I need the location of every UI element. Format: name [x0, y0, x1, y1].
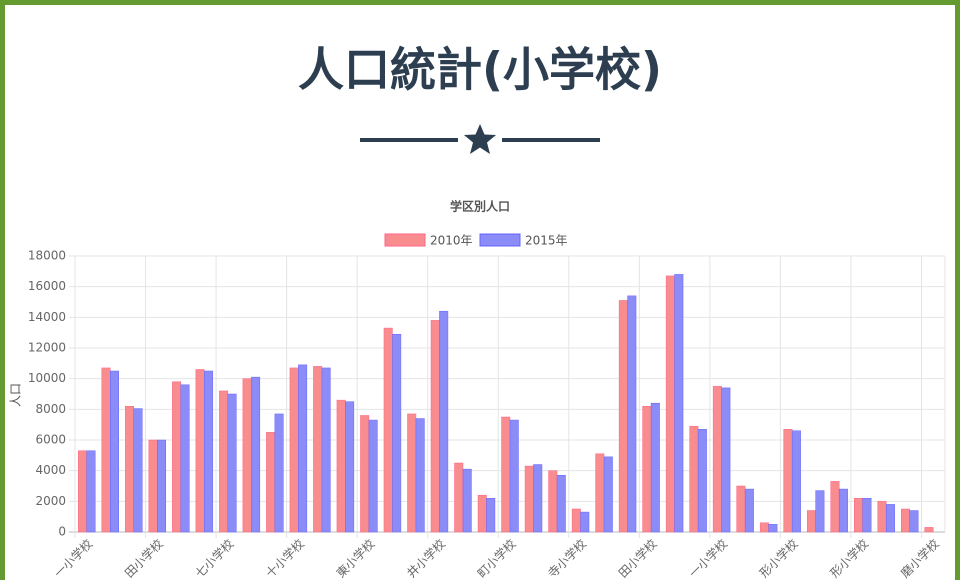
bar — [838, 488, 848, 533]
bar — [110, 370, 119, 533]
bar — [298, 364, 308, 533]
bar — [650, 402, 660, 533]
bar — [486, 498, 496, 533]
bar — [768, 524, 778, 533]
bar — [227, 393, 237, 533]
bar — [721, 387, 731, 533]
bar — [674, 274, 684, 533]
y-tick-label: 8000 — [35, 402, 66, 416]
bar — [689, 425, 699, 533]
bar — [274, 413, 284, 533]
bar — [627, 295, 637, 533]
y-tick-label: 2000 — [35, 494, 66, 508]
bar — [251, 376, 261, 533]
bar — [744, 488, 754, 533]
bar — [454, 462, 464, 533]
bar — [125, 406, 135, 533]
y-tick-label: 6000 — [35, 433, 66, 447]
bar — [580, 511, 590, 533]
bar — [595, 453, 605, 533]
bar — [806, 510, 816, 533]
bar — [501, 416, 511, 533]
bar — [618, 300, 628, 533]
divider — [360, 124, 600, 154]
bar — [759, 522, 769, 533]
bar — [571, 508, 581, 533]
bar — [556, 475, 566, 533]
bar — [901, 508, 910, 533]
bar — [242, 378, 252, 533]
bar — [642, 406, 652, 533]
bar — [204, 370, 214, 533]
bar — [924, 527, 934, 533]
bar — [407, 413, 417, 533]
y-tick-label: 4000 — [35, 463, 66, 477]
legend-label: 2015年 — [525, 234, 568, 248]
bar — [477, 494, 487, 533]
bar — [195, 369, 205, 533]
legend-swatch — [384, 233, 426, 247]
bar — [266, 432, 276, 533]
bar — [885, 504, 895, 533]
bar — [430, 320, 440, 533]
bar — [533, 464, 543, 533]
y-tick-label: 10000 — [28, 371, 66, 385]
bar — [321, 367, 331, 533]
bar — [86, 450, 96, 533]
bar — [791, 430, 801, 533]
bar — [815, 490, 825, 533]
bar — [133, 408, 143, 533]
bar — [336, 399, 346, 533]
bar — [853, 498, 863, 533]
bar — [462, 468, 472, 533]
bar — [219, 390, 229, 533]
y-tick-label: 16000 — [28, 279, 66, 293]
bar — [415, 418, 425, 533]
y-tick-label: 14000 — [28, 310, 66, 324]
legend-label: 2010年 — [430, 234, 473, 248]
bar — [877, 501, 887, 533]
bar — [439, 310, 449, 533]
bar — [313, 366, 323, 533]
chart-title: 学区別人口 — [450, 199, 510, 214]
bar — [697, 429, 707, 533]
bar — [289, 367, 299, 533]
bar — [368, 419, 378, 533]
bar — [180, 384, 190, 533]
bar — [392, 333, 402, 533]
bar — [148, 439, 158, 533]
bar — [783, 429, 793, 533]
bar — [736, 485, 746, 533]
bar — [524, 465, 534, 533]
bar — [383, 327, 393, 533]
bar — [78, 450, 88, 533]
bar — [830, 481, 840, 533]
y-axis-label: 人口 — [9, 383, 23, 407]
bar — [101, 367, 111, 533]
bar — [603, 456, 613, 533]
y-tick-label: 12000 — [28, 341, 66, 355]
bar — [157, 439, 167, 533]
y-tick-label: 0 — [58, 525, 66, 539]
bar — [509, 419, 519, 533]
legend-swatch — [479, 233, 521, 247]
bar — [909, 510, 919, 533]
bar — [345, 401, 355, 533]
bar — [665, 275, 675, 533]
bar — [172, 381, 182, 533]
bar — [360, 415, 370, 533]
bar — [862, 498, 872, 533]
bar — [712, 386, 722, 533]
page-title: 人口統計(小学校) — [298, 43, 662, 97]
y-tick-label: 18000 — [28, 249, 66, 263]
bar — [548, 470, 558, 533]
